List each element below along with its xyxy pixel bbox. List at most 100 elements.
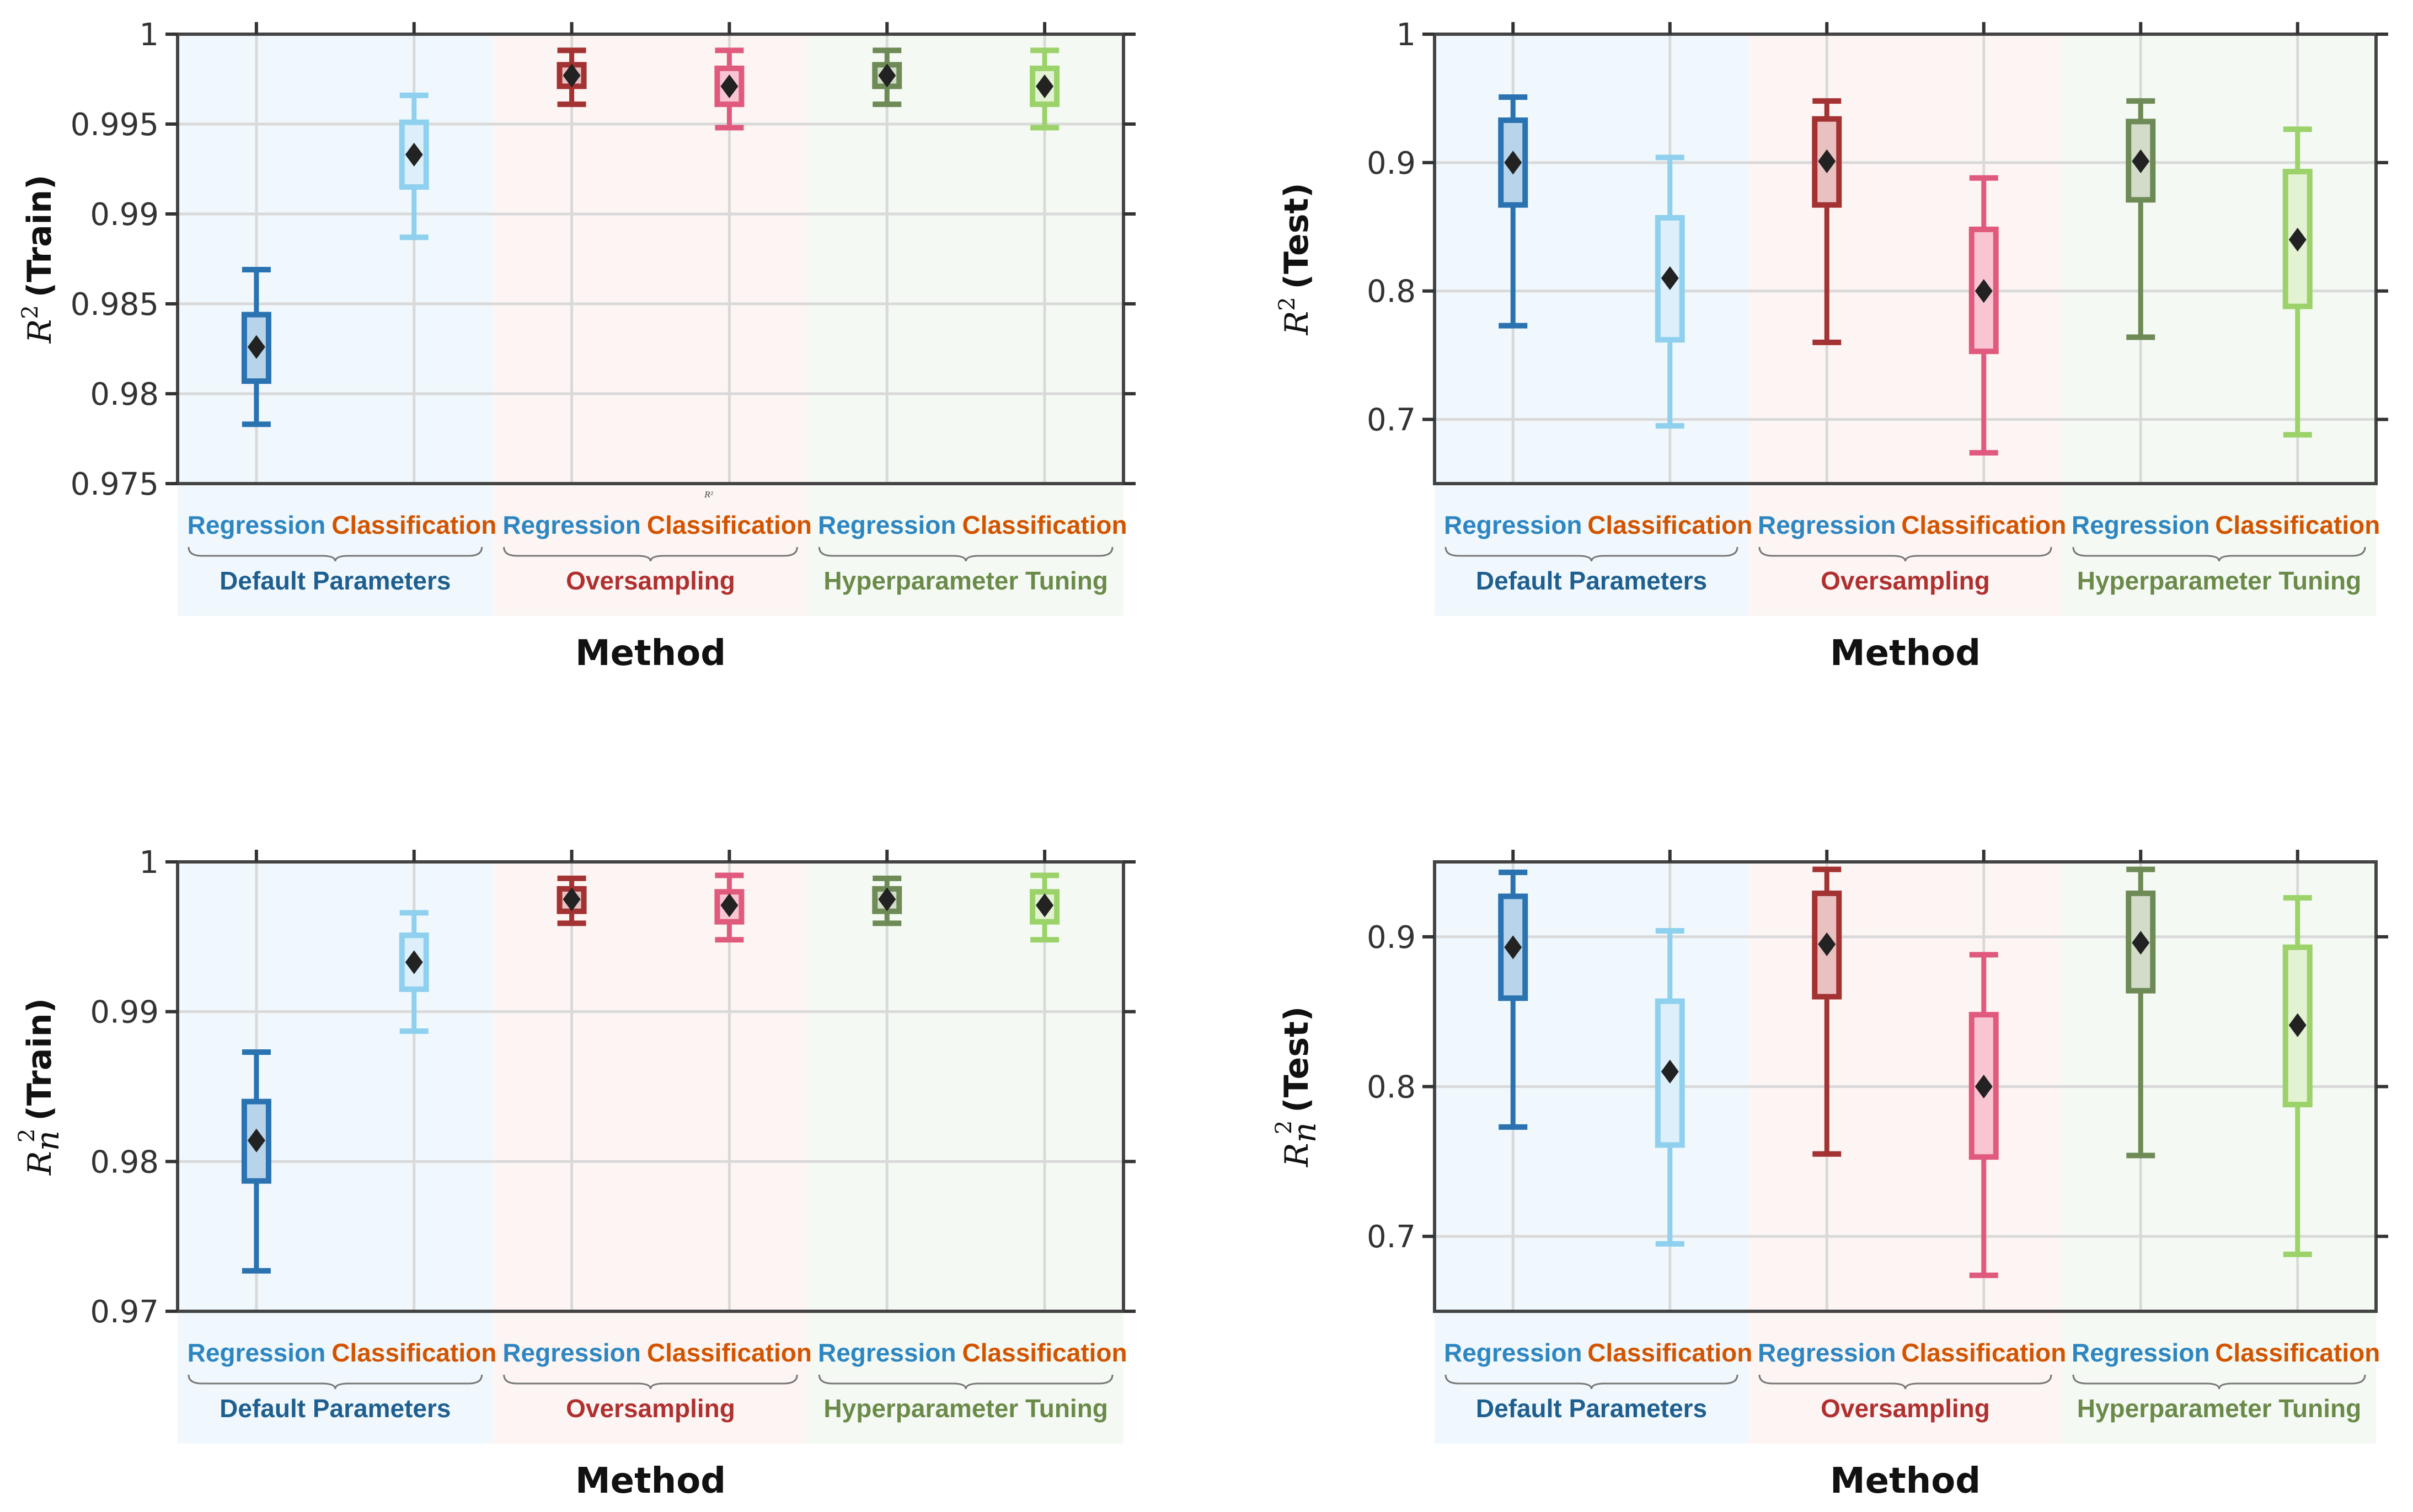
y-tick-label: 0.98 <box>90 377 159 412</box>
group-brace <box>503 1374 798 1390</box>
y-axis-word: (Test) <box>1277 1006 1316 1113</box>
group-band-2 <box>1748 862 2062 1444</box>
y-axis-symbol: R <box>21 319 58 344</box>
y-tick-label: 0.98 <box>90 1144 159 1180</box>
group-band-1 <box>178 34 493 616</box>
box-3 <box>1812 866 1842 1157</box>
mean-marker <box>878 887 896 912</box>
mean-marker <box>1818 932 1836 957</box>
y-axis-subscript: n <box>29 1130 66 1151</box>
y-axis-symbol: R <box>21 1151 58 1176</box>
y-tick-label: 0.975 <box>71 467 159 502</box>
box-3 <box>557 875 587 926</box>
box-1 <box>241 267 271 427</box>
group-label: Hyperparameter Tuning <box>2077 566 2361 595</box>
category-label: Classification <box>1587 511 1752 539</box>
group-brace <box>1758 546 2052 562</box>
box-6 <box>2282 126 2313 438</box>
mean-marker <box>2288 1013 2307 1037</box>
mean-marker <box>405 950 423 974</box>
category-label: Classification <box>647 511 812 539</box>
mean-marker <box>720 893 739 918</box>
mean-marker <box>1504 151 1522 175</box>
box-2 <box>1655 154 1685 429</box>
mean-marker <box>1661 266 1679 291</box>
y-axis-title: R2 (Test) <box>1275 183 1316 335</box>
axes-frame <box>176 860 1125 1313</box>
category-label: Classification <box>331 1338 496 1367</box>
mean-marker <box>1975 279 1993 303</box>
y-tick-label: 0.99 <box>90 995 159 1031</box>
y-tick-label: 1 <box>1396 17 1416 53</box>
y-tick-label: 0.995 <box>71 107 159 143</box>
box-5 <box>2126 866 2156 1159</box>
group-brace <box>1758 1374 2052 1390</box>
group-brace <box>503 546 798 562</box>
category-label: Regression <box>188 1338 326 1367</box>
group-brace <box>2072 1374 2366 1390</box>
group-label: Default Parameters <box>1476 566 1707 595</box>
box-2 <box>1655 927 1685 1247</box>
mean-marker <box>1036 893 1054 918</box>
group-brace <box>188 1374 483 1390</box>
y-axis-title: R2 (Train) <box>18 175 59 344</box>
y-axis-superscript: 2 <box>14 1129 40 1143</box>
group-band-3 <box>808 34 1123 616</box>
category-label: Classification <box>647 1338 812 1367</box>
box-4 <box>714 872 745 943</box>
y-axis-word: (Train) <box>20 175 59 298</box>
box-5 <box>872 875 902 926</box>
category-label: Classification <box>1901 511 2066 539</box>
group-label: Default Parameters <box>220 1394 451 1423</box>
category-label: Regression <box>502 511 641 539</box>
y-axis-symbol: R <box>1278 1143 1315 1168</box>
category-label: Classification <box>331 511 496 539</box>
category-label: Regression <box>1758 1338 1896 1367</box>
group-brace <box>2072 546 2366 562</box>
group-brace <box>188 546 483 562</box>
category-label: Classification <box>962 1338 1127 1367</box>
stray-annotation: R² <box>704 491 714 500</box>
group-label: Oversampling <box>1821 1394 1990 1423</box>
category-label: Regression <box>2072 1338 2210 1367</box>
box-1 <box>241 1049 271 1274</box>
y-axis-word: (Test) <box>1277 183 1316 289</box>
mean-marker <box>563 887 581 912</box>
axes-frame <box>176 33 1125 485</box>
category-label: Regression <box>818 511 956 539</box>
group-band-3 <box>808 862 1123 1444</box>
mean-marker <box>247 335 265 359</box>
group-band-3 <box>2062 862 2376 1444</box>
x-axis-title: Method <box>575 633 726 674</box>
group-band-3 <box>2062 34 2376 616</box>
y-tick-label: 0.97 <box>90 1294 159 1330</box>
mean-marker <box>563 63 581 88</box>
y-tick-label: 0.7 <box>1367 1219 1416 1255</box>
mean-marker <box>878 63 896 88</box>
group-brace <box>1444 546 1738 562</box>
group-label: Hyperparameter Tuning <box>2077 1394 2361 1423</box>
y-tick-label: 0.985 <box>71 287 159 323</box>
category-label: Regression <box>1758 511 1896 539</box>
box-6 <box>1030 47 1060 131</box>
category-label: Classification <box>962 511 1127 539</box>
mean-marker <box>720 74 739 99</box>
y-tick-label: 0.9 <box>1367 146 1416 181</box>
x-axis-title: Method <box>1830 633 1981 674</box>
group-label: Default Parameters <box>220 566 451 595</box>
category-label: Regression <box>502 1338 641 1367</box>
category-label: Classification <box>1587 1338 1752 1367</box>
axes-frame <box>1433 33 2378 485</box>
mean-marker <box>1818 149 1836 174</box>
y-axis-superscript: 2 <box>18 305 43 319</box>
group-brace <box>1444 1374 1738 1390</box>
y-axis-title: Rn2 (Test) <box>1271 1006 1323 1167</box>
category-label: Regression <box>188 511 326 539</box>
category-label: Classification <box>2215 1338 2380 1367</box>
group-label: Oversampling <box>566 1394 735 1423</box>
y-tick-label: 0.9 <box>1367 920 1416 956</box>
mean-marker <box>405 142 423 167</box>
group-label: Hyperparameter Tuning <box>823 566 1107 595</box>
